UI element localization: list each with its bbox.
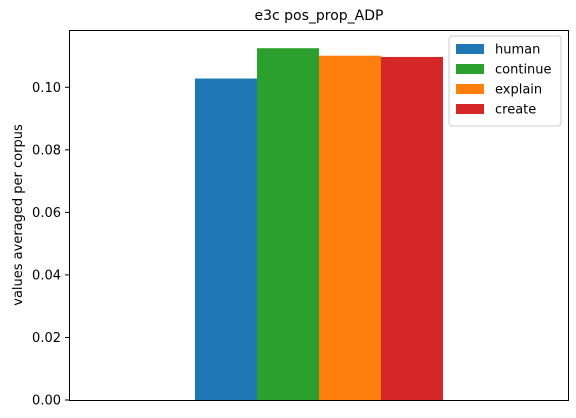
bar-human xyxy=(195,78,257,401)
y-tick-label: 0.04 xyxy=(32,268,61,283)
bar-continue xyxy=(257,48,319,400)
bar-create xyxy=(381,56,443,401)
legend-label-continue: continue xyxy=(495,63,552,78)
legend-label-create: create xyxy=(495,103,536,118)
legend-swatch-explain xyxy=(456,84,484,94)
legend: human continue explain create xyxy=(448,35,562,127)
y-axis-ticks: 0.00 0.02 0.04 0.06 0.08 0.10 xyxy=(32,81,70,409)
bars-group xyxy=(195,48,443,401)
y-tick-label: 0.10 xyxy=(32,81,61,96)
y-tick-label: 0.00 xyxy=(32,394,61,409)
y-axis-label: values averaged per corpus xyxy=(11,124,26,306)
legend-label-human: human xyxy=(495,43,540,58)
y-tick-label: 0.06 xyxy=(32,206,61,221)
legend-swatch-continue xyxy=(456,64,484,74)
legend-swatch-create xyxy=(456,104,484,114)
y-tick-label: 0.08 xyxy=(32,143,61,158)
legend-box xyxy=(448,35,562,127)
chart-title: e3c pos_prop_ADP xyxy=(254,8,383,24)
bar-explain xyxy=(319,55,381,401)
legend-label-explain: explain xyxy=(495,83,542,98)
legend-swatch-human xyxy=(456,44,484,54)
plot-frame xyxy=(69,30,569,401)
y-tick-label: 0.02 xyxy=(32,331,61,346)
